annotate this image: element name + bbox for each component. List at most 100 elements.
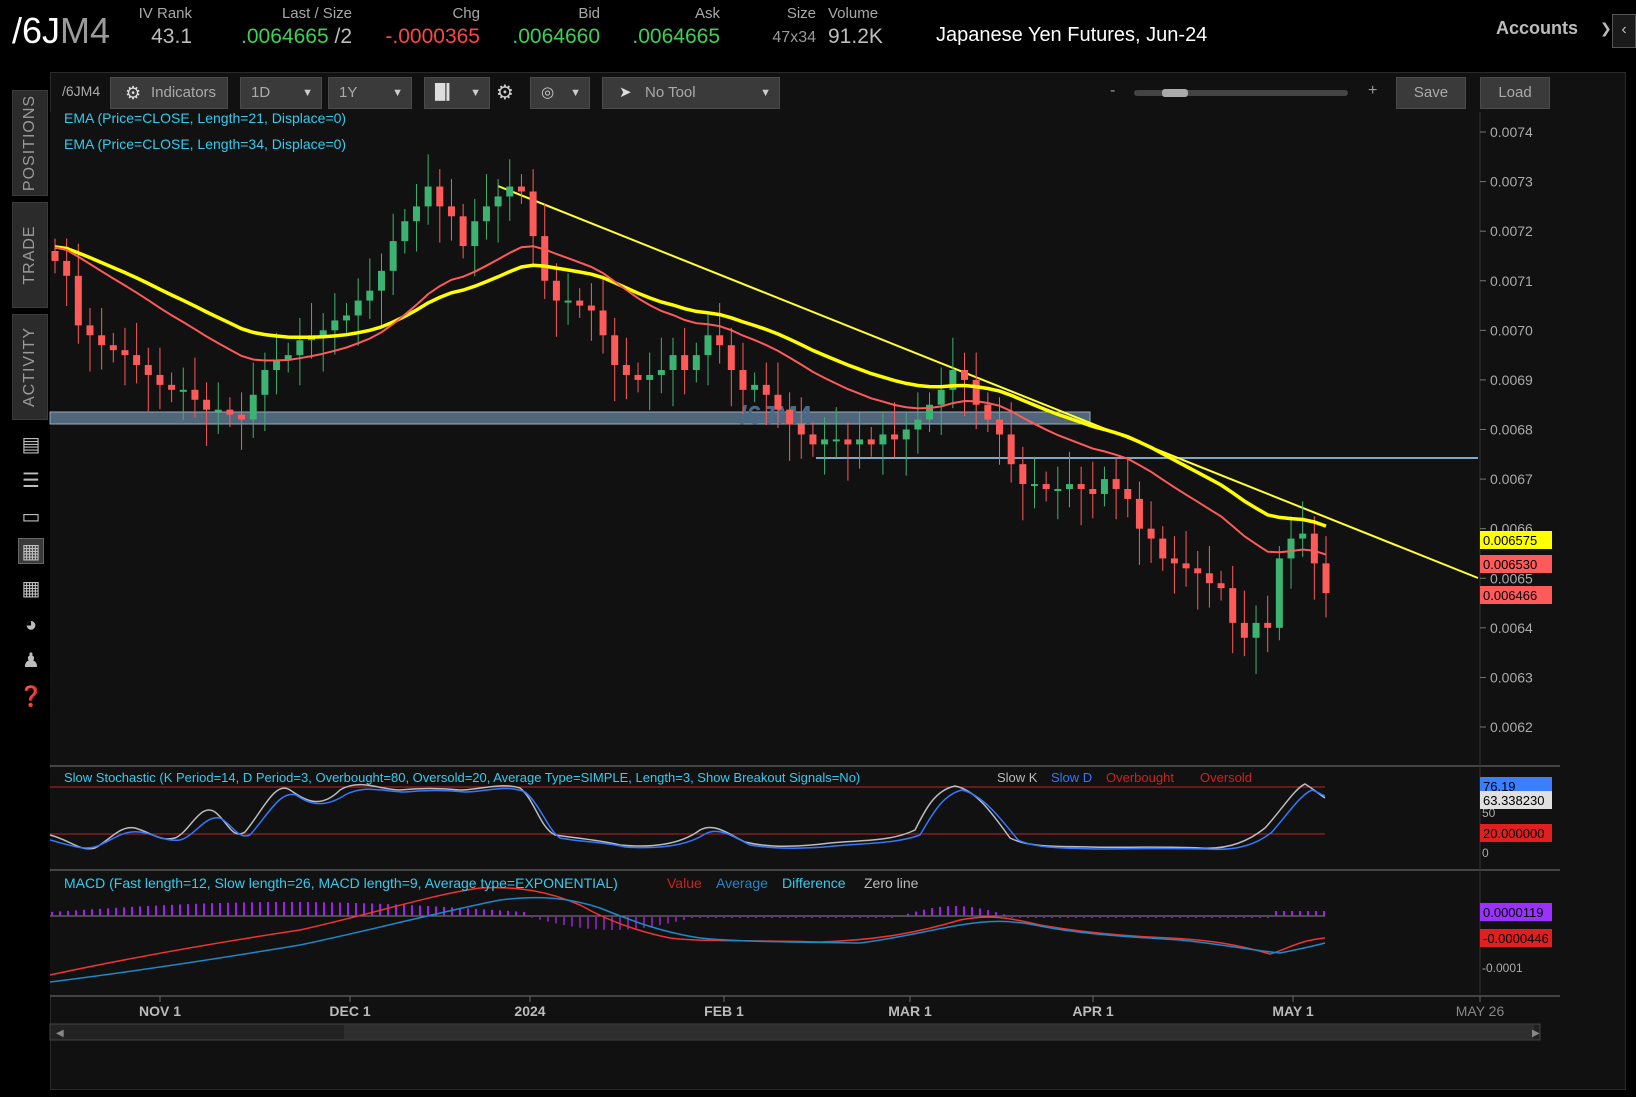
candle-body[interactable]: [622, 365, 630, 375]
candle-body[interactable]: [377, 270, 385, 291]
candle-body[interactable]: [949, 370, 957, 390]
candle-body[interactable]: [506, 186, 514, 197]
grid-icon[interactable]: ▦: [21, 578, 41, 600]
candle-body[interactable]: [914, 419, 922, 430]
candle-body[interactable]: [191, 389, 199, 400]
candle-body[interactable]: [144, 365, 152, 375]
candle-body[interactable]: [541, 236, 549, 281]
range-select[interactable]: 1Y ▼: [328, 77, 412, 109]
candle-body[interactable]: [1077, 484, 1085, 489]
tab-activity[interactable]: ACTIVITY: [12, 314, 48, 420]
candle-body[interactable]: [1229, 588, 1237, 623]
candle-body[interactable]: [1135, 498, 1143, 529]
ema21-study-label[interactable]: EMA (Price=CLOSE, Length=21, Displace=0): [64, 110, 346, 126]
candle-body[interactable]: [1159, 538, 1167, 559]
candle-body[interactable]: [517, 186, 525, 192]
candle-body[interactable]: [762, 384, 770, 395]
candle-body[interactable]: [937, 389, 945, 405]
candle-body[interactable]: [1065, 484, 1073, 489]
symbol-display[interactable]: /6JM4: [12, 10, 110, 52]
candle-body[interactable]: [63, 260, 71, 276]
candle-body[interactable]: [739, 370, 747, 390]
candle-body[interactable]: [284, 355, 292, 361]
tab-trade[interactable]: TRADE: [12, 202, 48, 308]
chart-icon[interactable]: ▦: [18, 538, 44, 564]
drawing-tool-select[interactable]: ➤ No Tool ▼: [602, 77, 780, 109]
candle-body[interactable]: [961, 370, 969, 380]
save-button[interactable]: Save: [1396, 77, 1466, 109]
candle-body[interactable]: [681, 355, 689, 370]
accounts-menu[interactable]: Accounts: [1496, 18, 1579, 38]
candle-body[interactable]: [447, 206, 455, 217]
zoom-slider[interactable]: [1134, 89, 1348, 97]
candle-body[interactable]: [436, 186, 444, 207]
candle-body[interactable]: [902, 429, 910, 440]
candle-body[interactable]: [692, 355, 700, 370]
candle-body[interactable]: [891, 434, 899, 440]
candle-body[interactable]: [751, 384, 759, 390]
aggregation-select[interactable]: 1D ▼: [240, 77, 322, 109]
candle-body[interactable]: [1287, 538, 1295, 559]
candle-body[interactable]: [984, 404, 992, 420]
candle-body[interactable]: [809, 434, 817, 445]
candle-body[interactable]: [389, 241, 397, 271]
candle-body[interactable]: [354, 300, 362, 316]
candle-body[interactable]: [832, 439, 840, 442]
candle-body[interactable]: [273, 360, 281, 370]
candle-body[interactable]: [74, 275, 82, 326]
candle-body[interactable]: [121, 350, 129, 356]
candle-body[interactable]: [587, 305, 595, 311]
candle-body[interactable]: [926, 404, 934, 420]
candle-body[interactable]: [203, 399, 211, 410]
scroll-left-icon[interactable]: ◀: [56, 1028, 64, 1039]
candle-body[interactable]: [366, 290, 374, 301]
load-button[interactable]: Load: [1480, 77, 1550, 109]
candle-body[interactable]: [821, 439, 829, 445]
candle-body[interactable]: [599, 310, 607, 336]
tab-positions[interactable]: POSITIONS: [12, 90, 48, 196]
candle-body[interactable]: [1019, 464, 1027, 485]
candle-body[interactable]: [646, 374, 654, 380]
candle-body[interactable]: [179, 389, 187, 392]
candle-body[interactable]: [529, 191, 537, 237]
candle-body[interactable]: [1147, 528, 1155, 539]
zoom-slider-handle[interactable]: [1162, 89, 1188, 97]
candle-body[interactable]: [844, 439, 852, 445]
candle-body[interactable]: [669, 355, 677, 370]
help-icon[interactable]: ❓: [18, 686, 44, 708]
candle-body[interactable]: [727, 345, 735, 370]
candle-body[interactable]: [1264, 622, 1272, 628]
support-zone[interactable]: [49, 411, 1091, 425]
candle-body[interactable]: [1240, 622, 1248, 638]
drawing-style-select[interactable]: ◎ ▼: [530, 77, 590, 109]
candle-body[interactable]: [611, 335, 619, 366]
candle-body[interactable]: [459, 216, 467, 247]
chart-style-select[interactable]: ▉▎ ▼: [424, 77, 490, 109]
candle-body[interactable]: [576, 300, 584, 306]
candle-body[interactable]: [634, 374, 642, 380]
candle-body[interactable]: [1112, 479, 1120, 489]
candle-body[interactable]: [156, 374, 164, 385]
candle-body[interactable]: [261, 370, 269, 395]
news-icon[interactable]: ▤: [21, 434, 41, 456]
candle-body[interactable]: [1007, 434, 1015, 465]
candle-body[interactable]: [1182, 563, 1190, 569]
candle-body[interactable]: [424, 186, 432, 207]
candle-body[interactable]: [98, 335, 106, 346]
candle-body[interactable]: [1252, 622, 1260, 638]
candle-body[interactable]: [168, 384, 176, 390]
zoom-in-button[interactable]: +: [1368, 82, 1378, 99]
candle-body[interactable]: [879, 434, 887, 445]
candle-body[interactable]: [1124, 489, 1132, 499]
zoom-out-button[interactable]: -: [1110, 82, 1116, 99]
bid-value[interactable]: .0064660: [512, 25, 600, 48]
candle-body[interactable]: [51, 251, 59, 261]
candle-body[interactable]: [1322, 563, 1330, 594]
candle-body[interactable]: [856, 439, 864, 445]
candle-body[interactable]: [331, 320, 339, 331]
candle-body[interactable]: [1310, 533, 1318, 564]
people-icon[interactable]: ♟: [22, 650, 40, 672]
candle-body[interactable]: [109, 345, 117, 351]
candle-body[interactable]: [401, 221, 409, 242]
